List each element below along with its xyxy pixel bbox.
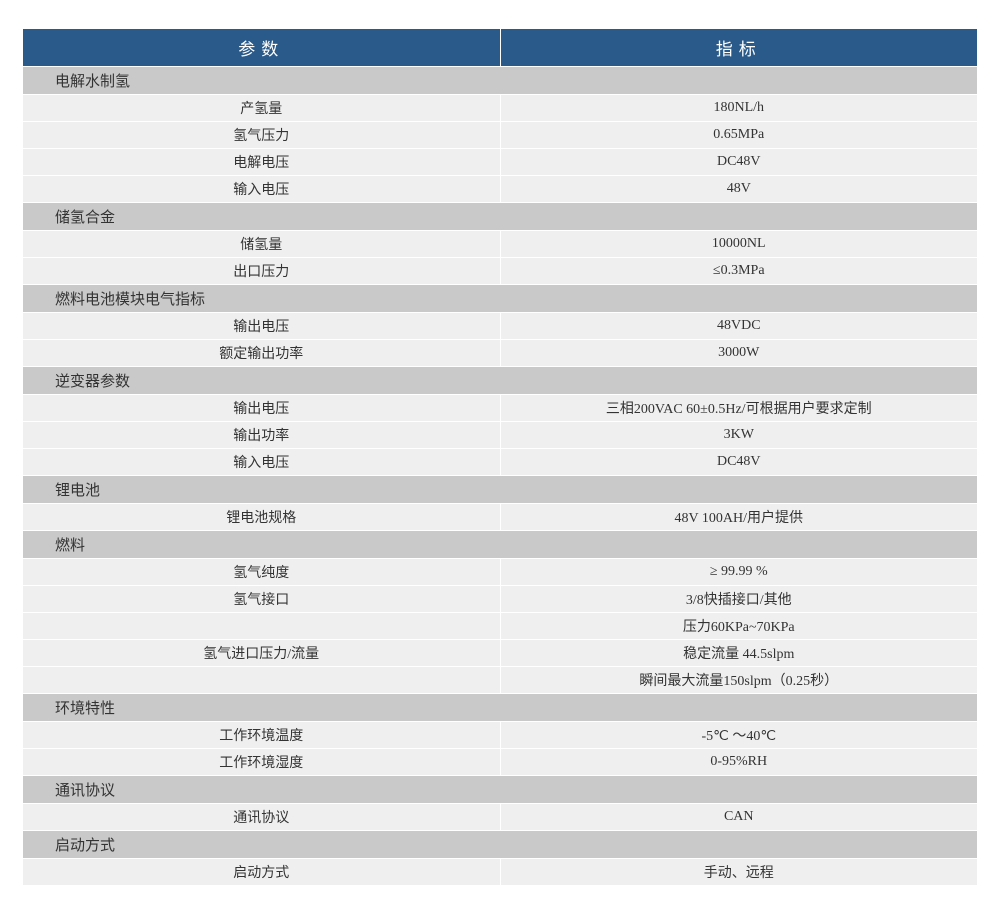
section-title: 燃料	[23, 531, 978, 559]
table-row: 氢气压力0.65MPa	[23, 122, 978, 149]
param-cell: 工作环境湿度	[23, 749, 501, 776]
param-cell: 额定输出功率	[23, 340, 501, 367]
table-row: 输出电压三相200VAC 60±0.5Hz/可根据用户要求定制	[23, 395, 978, 422]
param-cell: 工作环境温度	[23, 722, 501, 749]
value-cell: 3/8快插接口/其他	[500, 586, 978, 613]
table-header-row: 参数 指标	[23, 29, 978, 67]
table-row: 瞬间最大流量150slpm（0.25秒）	[23, 667, 978, 694]
param-cell: 通讯协议	[23, 804, 501, 831]
table-row: 额定输出功率3000W	[23, 340, 978, 367]
table-row: 出口压力≤0.3MPa	[23, 258, 978, 285]
value-cell: ≤0.3MPa	[500, 258, 978, 285]
value-cell: 3KW	[500, 422, 978, 449]
param-cell: 输入电压	[23, 176, 501, 203]
value-cell: 压力60KPa~70KPa	[500, 613, 978, 640]
value-cell: 180NL/h	[500, 95, 978, 122]
table-row: 压力60KPa~70KPa	[23, 613, 978, 640]
table-row: 氢气进口压力/流量稳定流量 44.5slpm	[23, 640, 978, 667]
value-cell: 0.65MPa	[500, 122, 978, 149]
param-cell: 锂电池规格	[23, 504, 501, 531]
section-title: 逆变器参数	[23, 367, 978, 395]
header-value: 指标	[500, 29, 978, 67]
value-cell: -5℃ ～40℃	[500, 722, 978, 749]
param-cell: 输出电压	[23, 313, 501, 340]
param-cell: 电解电压	[23, 149, 501, 176]
param-cell	[23, 613, 501, 640]
table-row: 输入电压DC48V	[23, 449, 978, 476]
param-cell: 氢气进口压力/流量	[23, 640, 501, 667]
section-title: 储氢合金	[23, 203, 978, 231]
table-row: 氢气接口3/8快插接口/其他	[23, 586, 978, 613]
param-cell: 储氢量	[23, 231, 501, 258]
value-cell: 48V 100AH/用户提供	[500, 504, 978, 531]
value-cell: 0-95%RH	[500, 749, 978, 776]
value-cell: 48V	[500, 176, 978, 203]
param-cell: 氢气接口	[23, 586, 501, 613]
param-cell: 出口压力	[23, 258, 501, 285]
section-title: 电解水制氢	[23, 67, 978, 95]
param-cell: 输出功率	[23, 422, 501, 449]
section-title: 通讯协议	[23, 776, 978, 804]
param-cell: 产氢量	[23, 95, 501, 122]
value-cell: 3000W	[500, 340, 978, 367]
section-row: 逆变器参数	[23, 367, 978, 395]
value-cell: 瞬间最大流量150slpm（0.25秒）	[500, 667, 978, 694]
value-cell: DC48V	[500, 149, 978, 176]
value-cell: 三相200VAC 60±0.5Hz/可根据用户要求定制	[500, 395, 978, 422]
table-row: 工作环境湿度0-95%RH	[23, 749, 978, 776]
table-row: 产氢量180NL/h	[23, 95, 978, 122]
section-row: 锂电池	[23, 476, 978, 504]
section-row: 储氢合金	[23, 203, 978, 231]
value-cell: 稳定流量 44.5slpm	[500, 640, 978, 667]
table-row: 输出电压48VDC	[23, 313, 978, 340]
param-cell: 氢气纯度	[23, 559, 501, 586]
table-row: 工作环境温度-5℃ ～40℃	[23, 722, 978, 749]
table-row: 储氢量10000NL	[23, 231, 978, 258]
section-row: 通讯协议	[23, 776, 978, 804]
table-row: 通讯协议CAN	[23, 804, 978, 831]
header-param: 参数	[23, 29, 501, 67]
table-row: 氢气纯度≥ 99.99 %	[23, 559, 978, 586]
value-cell: 手动、远程	[500, 859, 978, 886]
section-title: 启动方式	[23, 831, 978, 859]
table-row: 电解电压DC48V	[23, 149, 978, 176]
section-row: 环境特性	[23, 694, 978, 722]
table-row: 输入电压48V	[23, 176, 978, 203]
value-cell: 48VDC	[500, 313, 978, 340]
section-row: 燃料电池模块电气指标	[23, 285, 978, 313]
section-row: 燃料	[23, 531, 978, 559]
param-cell	[23, 667, 501, 694]
table-row: 启动方式手动、远程	[23, 859, 978, 886]
section-title: 环境特性	[23, 694, 978, 722]
param-cell: 氢气压力	[23, 122, 501, 149]
param-cell: 输入电压	[23, 449, 501, 476]
table-row: 锂电池规格48V 100AH/用户提供	[23, 504, 978, 531]
section-title: 锂电池	[23, 476, 978, 504]
section-title: 燃料电池模块电气指标	[23, 285, 978, 313]
value-cell: 10000NL	[500, 231, 978, 258]
value-cell: ≥ 99.99 %	[500, 559, 978, 586]
spec-table: 参数 指标 电解水制氢产氢量180NL/h氢气压力0.65MPa电解电压DC48…	[22, 28, 978, 886]
value-cell: DC48V	[500, 449, 978, 476]
section-row: 启动方式	[23, 831, 978, 859]
param-cell: 输出电压	[23, 395, 501, 422]
value-cell: CAN	[500, 804, 978, 831]
table-row: 输出功率3KW	[23, 422, 978, 449]
section-row: 电解水制氢	[23, 67, 978, 95]
param-cell: 启动方式	[23, 859, 501, 886]
